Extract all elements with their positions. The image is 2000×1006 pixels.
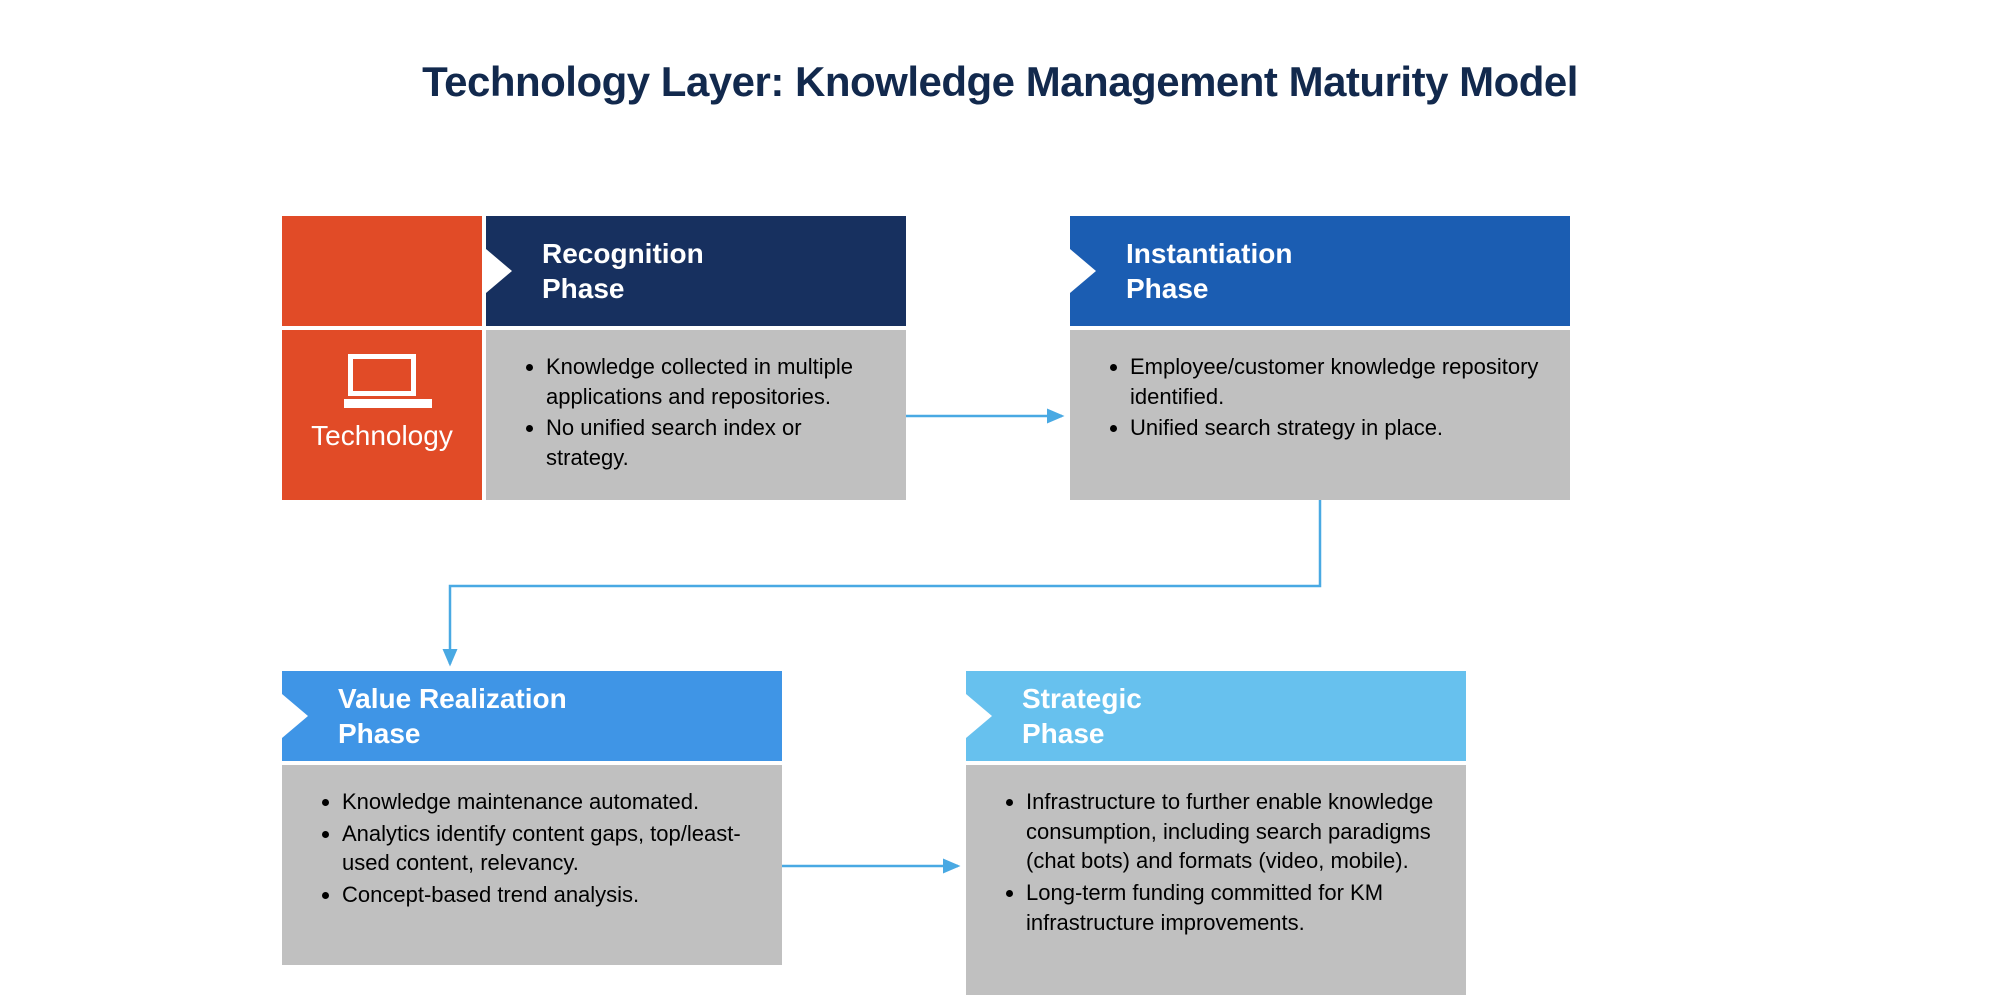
list-item: No unified search index or strategy. — [546, 413, 878, 472]
strategic-title-1: Strategic — [1022, 683, 1142, 714]
instantiation-bullets: Employee/customer knowledge repository i… — [1114, 352, 1542, 443]
value-title-1: Value Realization — [338, 683, 567, 714]
list-item: Knowledge maintenance automated. — [342, 787, 754, 817]
value-body: Knowledge maintenance automated.Analytic… — [282, 765, 782, 965]
list-item: Knowledge collected in multiple applicat… — [546, 352, 878, 411]
flow-arrow — [450, 500, 1320, 664]
value-header: Value Realization Phase — [282, 671, 782, 761]
category-cell: Technology — [282, 330, 482, 500]
recognition-title-1: Recognition — [542, 238, 704, 269]
category-header-cell — [282, 216, 482, 326]
laptop-icon — [344, 354, 420, 414]
diagram-canvas: Technology Recognition Phase Knowledge c… — [0, 106, 2000, 1006]
list-item: Infrastructure to further enable knowled… — [1026, 787, 1438, 876]
strategic-title-2: Phase — [1022, 718, 1105, 749]
recognition-bullets: Knowledge collected in multiple applicat… — [530, 352, 878, 473]
recognition-title-2: Phase — [542, 273, 625, 304]
strategic-body: Infrastructure to further enable knowled… — [966, 765, 1466, 995]
recognition-header: Recognition Phase — [486, 216, 906, 326]
value-bullets: Knowledge maintenance automated.Analytic… — [326, 787, 754, 910]
strategic-header: Strategic Phase — [966, 671, 1466, 761]
list-item: Concept-based trend analysis. — [342, 880, 754, 910]
instantiation-title-2: Phase — [1126, 273, 1209, 304]
page-title: Technology Layer: Knowledge Management M… — [0, 0, 2000, 106]
strategic-bullets: Infrastructure to further enable knowled… — [1010, 787, 1438, 937]
list-item: Long-term funding committed for KM infra… — [1026, 878, 1438, 937]
instantiation-body: Employee/customer knowledge repository i… — [1070, 330, 1570, 500]
list-item: Employee/customer knowledge repository i… — [1130, 352, 1542, 411]
list-item: Unified search strategy in place. — [1130, 413, 1542, 443]
value-title-2: Phase — [338, 718, 421, 749]
instantiation-title-1: Instantiation — [1126, 238, 1292, 269]
category-label: Technology — [282, 420, 482, 452]
list-item: Analytics identify content gaps, top/lea… — [342, 819, 754, 878]
recognition-body: Knowledge collected in multiple applicat… — [486, 330, 906, 500]
instantiation-header: Instantiation Phase — [1070, 216, 1570, 326]
